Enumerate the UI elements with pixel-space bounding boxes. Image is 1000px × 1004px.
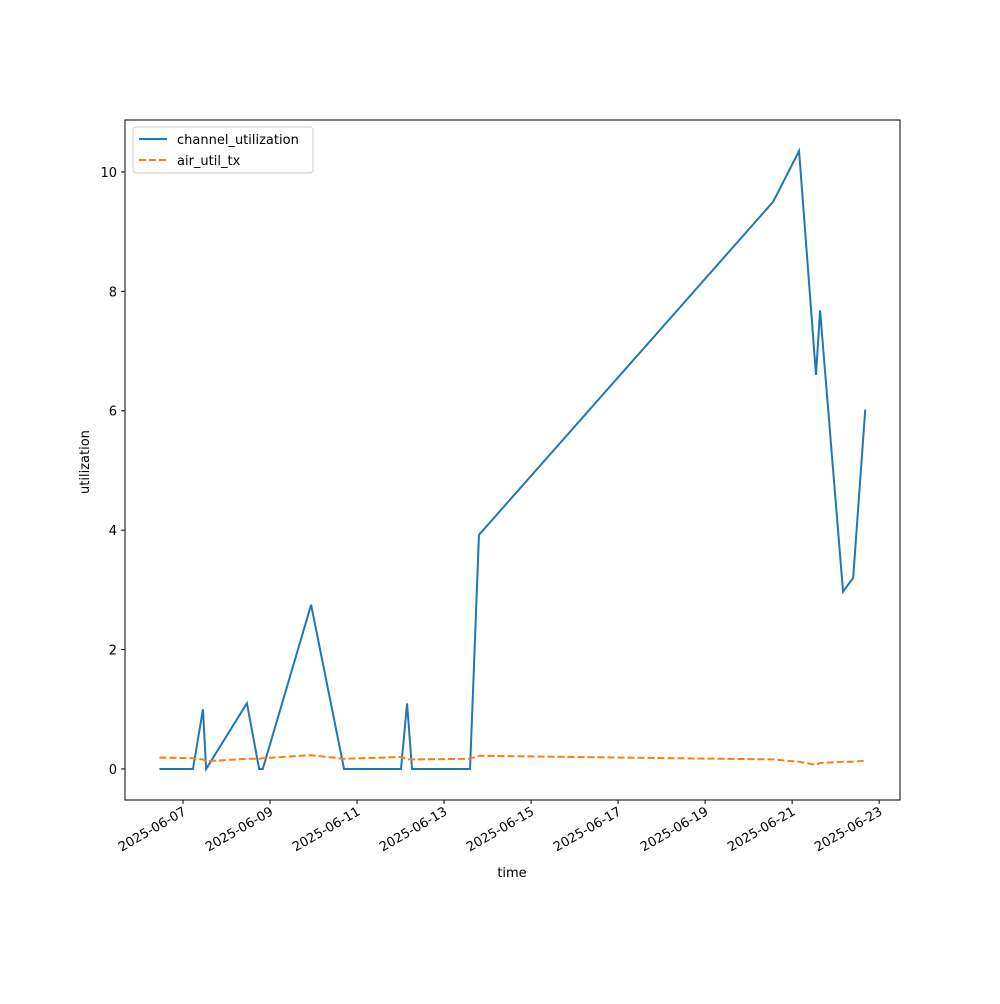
- series-line: [159, 754, 866, 766]
- legend-box: [132, 126, 314, 174]
- series-line: [159, 147, 867, 773]
- y-tick-label: 2: [109, 644, 117, 659]
- y-tick-label: 6: [109, 405, 117, 420]
- y-tick-label: 4: [109, 524, 117, 539]
- plot-frame: [124, 119, 901, 801]
- y-tick-label: 8: [109, 285, 117, 300]
- y-axis-label: utilization: [78, 430, 93, 494]
- y-tick-label: 10: [100, 166, 117, 181]
- legend-label: channel_utilization: [177, 133, 299, 148]
- legend-label: air_util_tx: [177, 154, 241, 169]
- y-tick-label: 0: [109, 763, 117, 778]
- x-axis-label: time: [497, 866, 526, 881]
